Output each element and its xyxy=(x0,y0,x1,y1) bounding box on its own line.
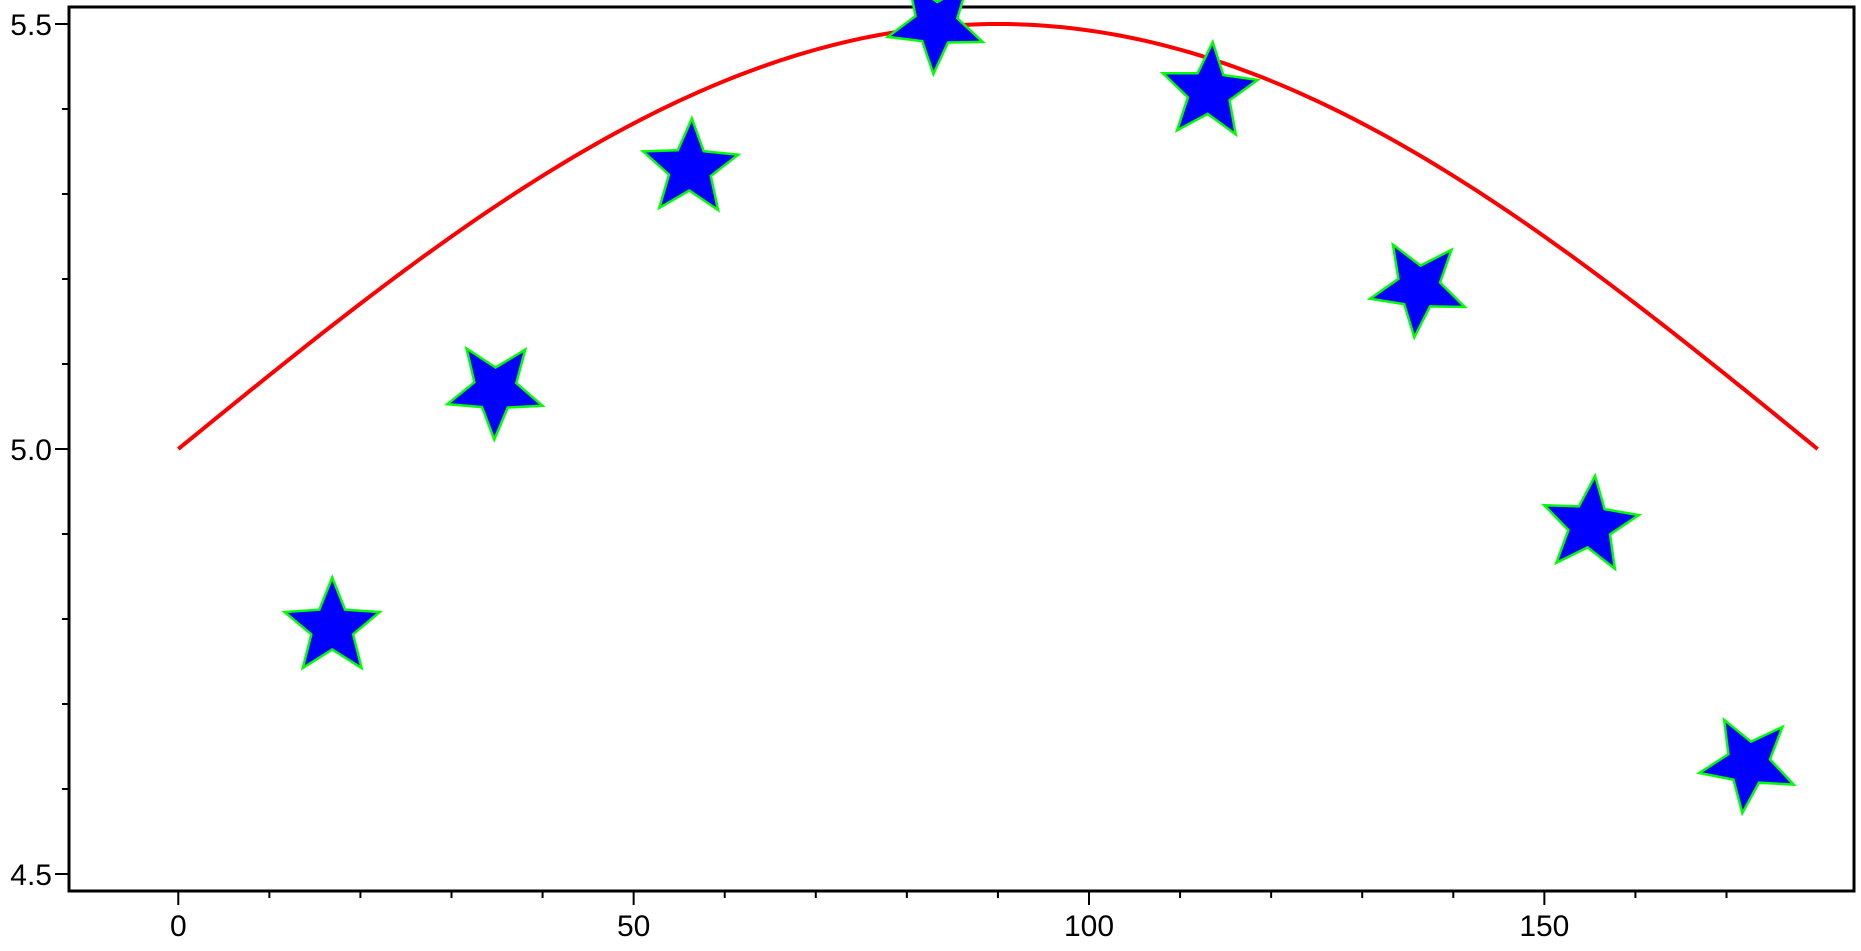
x-tick-label: 150 xyxy=(1519,910,1569,943)
sine-curve xyxy=(177,21,1819,451)
y-tick-label: 5.5 xyxy=(10,9,52,42)
plot-frame xyxy=(67,5,1856,893)
star-marker-2 xyxy=(444,345,546,443)
marker-layer xyxy=(281,0,1797,817)
axis-layer: 0 50 100 150 4.5 5.0 5.5 xyxy=(10,9,1728,943)
star-marker-8 xyxy=(1696,716,1797,817)
x-tick-label: 50 xyxy=(617,910,650,943)
star-marker-3 xyxy=(639,115,742,213)
curve-layer xyxy=(177,21,1819,451)
star-marker-7 xyxy=(1541,472,1643,572)
x-tick-label: 100 xyxy=(1064,910,1114,943)
y-tick-label: 5.0 xyxy=(10,434,52,467)
x-tick-label: 0 xyxy=(170,910,187,943)
star-marker-5 xyxy=(1159,38,1261,138)
star-marker-1 xyxy=(281,574,383,671)
y-tick-label: 4.5 xyxy=(10,859,52,892)
star-marker-4 xyxy=(884,0,986,78)
star-marker-6 xyxy=(1366,241,1468,341)
